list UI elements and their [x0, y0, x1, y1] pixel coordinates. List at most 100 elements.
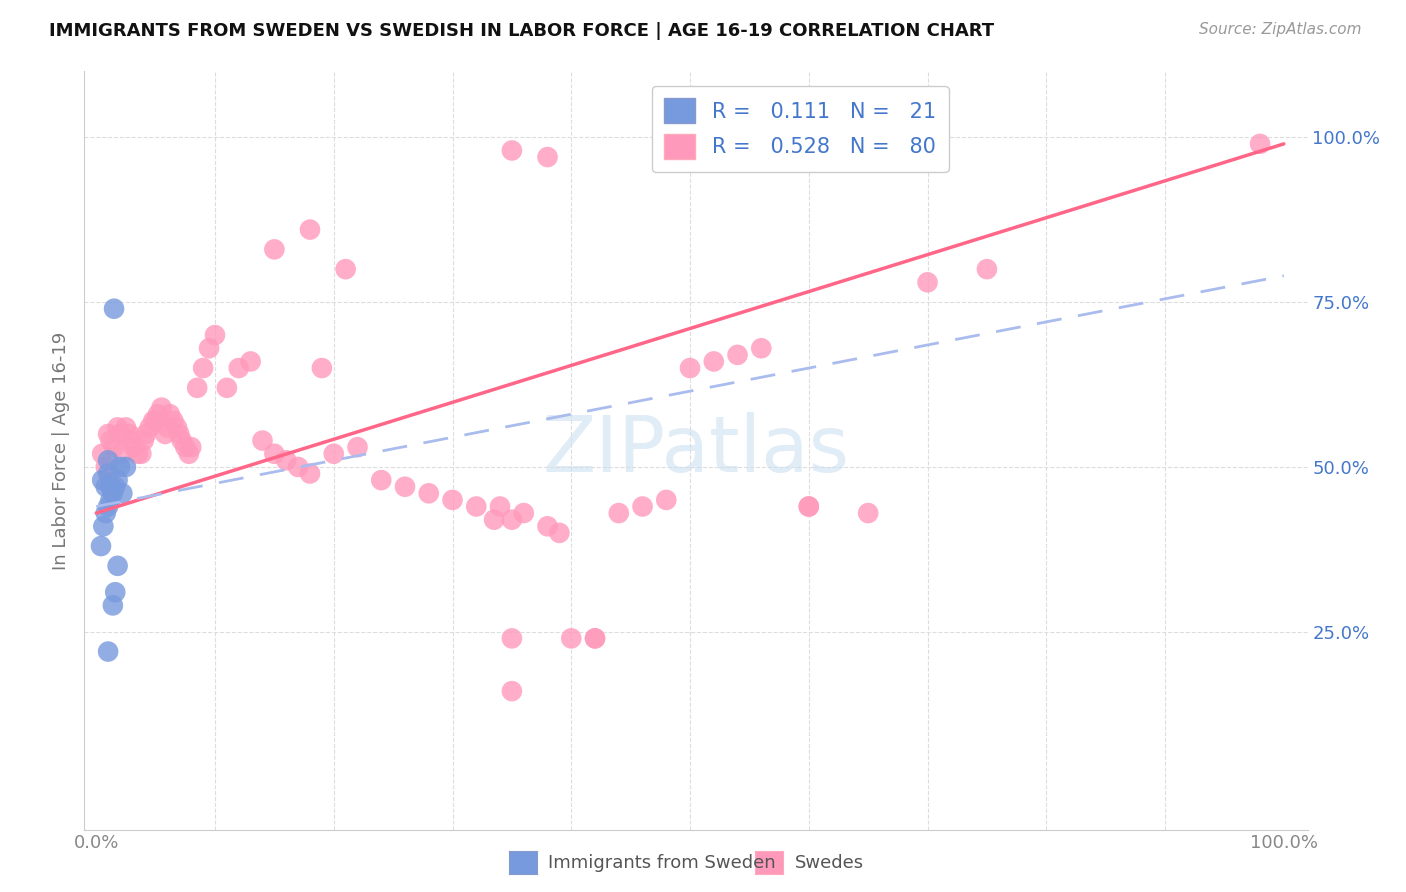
Point — [146, 407, 169, 421]
Point — [583, 632, 606, 646]
Point — [90, 539, 112, 553]
Point — [441, 492, 464, 507]
Text: Immigrants from Sweden: Immigrants from Sweden — [548, 854, 776, 871]
Point — [703, 354, 725, 368]
Point — [177, 447, 200, 461]
Point — [100, 434, 122, 448]
Point — [121, 434, 143, 448]
Point — [97, 427, 120, 442]
Point — [97, 453, 120, 467]
Point — [418, 486, 440, 500]
Point — [115, 420, 138, 434]
Point — [239, 354, 262, 368]
Point — [489, 500, 512, 514]
Point — [111, 486, 134, 500]
Point — [335, 262, 357, 277]
Legend: R =   0.111   N =   21, R =   0.528   N =   80: R = 0.111 N = 21, R = 0.528 N = 80 — [651, 86, 949, 172]
Point — [174, 440, 197, 454]
Point — [513, 506, 536, 520]
Point — [108, 459, 131, 474]
Point — [727, 348, 749, 362]
Point — [107, 558, 129, 573]
Point — [501, 144, 523, 158]
Point — [749, 341, 772, 355]
Point — [797, 500, 820, 514]
Point — [101, 486, 124, 500]
Point — [166, 420, 188, 434]
Point — [94, 459, 117, 474]
Point — [583, 632, 606, 646]
Point — [298, 222, 321, 236]
Point — [548, 525, 571, 540]
Point — [156, 420, 179, 434]
Point — [131, 447, 153, 461]
Point — [97, 500, 120, 514]
Point — [976, 262, 998, 277]
Point — [252, 434, 274, 448]
Point — [180, 440, 202, 454]
Point — [501, 684, 523, 698]
Point — [263, 243, 285, 257]
Point — [91, 447, 114, 461]
Point — [115, 459, 138, 474]
Point — [170, 434, 193, 448]
Point — [93, 519, 115, 533]
Point — [501, 513, 523, 527]
Point — [298, 467, 321, 481]
Point — [465, 500, 488, 514]
Point — [138, 420, 160, 434]
Point — [100, 492, 122, 507]
Point — [104, 480, 127, 494]
Point — [607, 506, 630, 520]
Point — [322, 447, 344, 461]
Point — [153, 427, 176, 442]
Text: ZIPatlas: ZIPatlas — [543, 412, 849, 489]
Point — [631, 500, 654, 514]
Point — [287, 459, 309, 474]
Y-axis label: In Labor Force | Age 16-19: In Labor Force | Age 16-19 — [52, 331, 70, 570]
Point — [97, 644, 120, 658]
Point — [108, 427, 131, 442]
Point — [142, 414, 165, 428]
Point — [536, 519, 558, 533]
Point — [145, 414, 167, 428]
Point — [91, 473, 114, 487]
Point — [679, 361, 702, 376]
Point — [101, 599, 124, 613]
Text: IMMIGRANTS FROM SWEDEN VS SWEDISH IN LABOR FORCE | AGE 16-19 CORRELATION CHART: IMMIGRANTS FROM SWEDEN VS SWEDISH IN LAB… — [49, 22, 994, 40]
Point — [132, 434, 155, 448]
Point — [263, 447, 285, 461]
Point — [311, 361, 333, 376]
Point — [1249, 136, 1271, 151]
Point — [215, 381, 238, 395]
Point — [94, 506, 117, 520]
Point — [394, 480, 416, 494]
Point — [370, 473, 392, 487]
Point — [107, 473, 129, 487]
Point — [103, 440, 125, 454]
Text: Source: ZipAtlas.com: Source: ZipAtlas.com — [1198, 22, 1361, 37]
Point — [104, 585, 127, 599]
Point — [276, 453, 298, 467]
Point — [501, 632, 523, 646]
Point — [560, 632, 582, 646]
Point — [346, 440, 368, 454]
Point — [228, 361, 250, 376]
Point — [100, 480, 122, 494]
Point — [127, 447, 149, 461]
Point — [856, 506, 879, 520]
Point — [107, 420, 129, 434]
Point — [917, 276, 939, 290]
Point — [198, 341, 221, 355]
Point — [122, 440, 145, 454]
Text: Swedes: Swedes — [794, 854, 863, 871]
Point — [97, 467, 120, 481]
Point — [536, 150, 558, 164]
Point — [135, 427, 157, 442]
Point — [111, 447, 134, 461]
Point — [191, 361, 214, 376]
Point — [482, 513, 505, 527]
Point — [118, 427, 141, 442]
Point — [797, 500, 820, 514]
Point — [150, 401, 173, 415]
